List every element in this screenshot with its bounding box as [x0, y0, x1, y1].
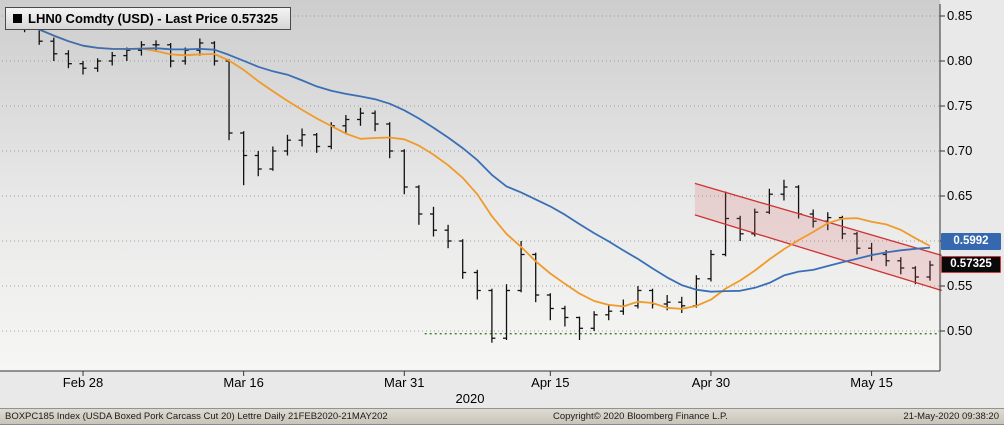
price-chart-canvas[interactable]: [0, 0, 1004, 408]
x-axis-year-label: 2020: [455, 391, 485, 406]
legend-label: LHN0 Comdty (USD) - Last Price 0.57325: [28, 11, 278, 26]
status-bar: BOXPC185 Index (USDA Boxed Pork Carcass …: [0, 408, 1004, 425]
x-axis-label: Mar 16: [223, 375, 264, 390]
x-axis-label: Apr 15: [531, 375, 570, 390]
short-ma-line: [9, 19, 931, 310]
x-axis-label: Mar 31: [384, 375, 425, 390]
x-axis-label: Apr 30: [691, 375, 731, 390]
x-axis-label: May 15: [850, 375, 893, 390]
y-axis-label: 0.75: [947, 98, 973, 113]
last-price-badge: 0.57325: [941, 256, 1001, 274]
y-axis-label: 0.70: [947, 143, 973, 158]
ma-price-badge: 0.5992: [941, 232, 1001, 250]
x-axis-label: Feb 28: [62, 375, 104, 390]
y-axis-label: 0.50: [947, 323, 973, 338]
y-axis-label: 0.80: [947, 53, 973, 68]
trend-channel-fill: [694, 183, 942, 291]
trend-channel-bottom: [694, 214, 942, 292]
trend-channel-top: [694, 182, 942, 257]
long-ma-line: [9, 19, 931, 293]
y-axis-label: 0.65: [947, 188, 973, 203]
chart-legend[interactable]: LHN0 Comdty (USD) - Last Price 0.57325: [5, 7, 291, 30]
status-bar-security-info: BOXPC185 Index (USDA Boxed Pork Carcass …: [5, 411, 388, 422]
status-bar-timestamp: 21-May-2020 09:38:20: [903, 411, 999, 422]
y-axis-label: 0.85: [947, 8, 973, 23]
y-axis-label: 0.55: [947, 278, 973, 293]
status-bar-copyright: Copyright© 2020 Bloomberg Finance L.P.: [553, 411, 728, 422]
series-marker-icon: [13, 14, 22, 23]
